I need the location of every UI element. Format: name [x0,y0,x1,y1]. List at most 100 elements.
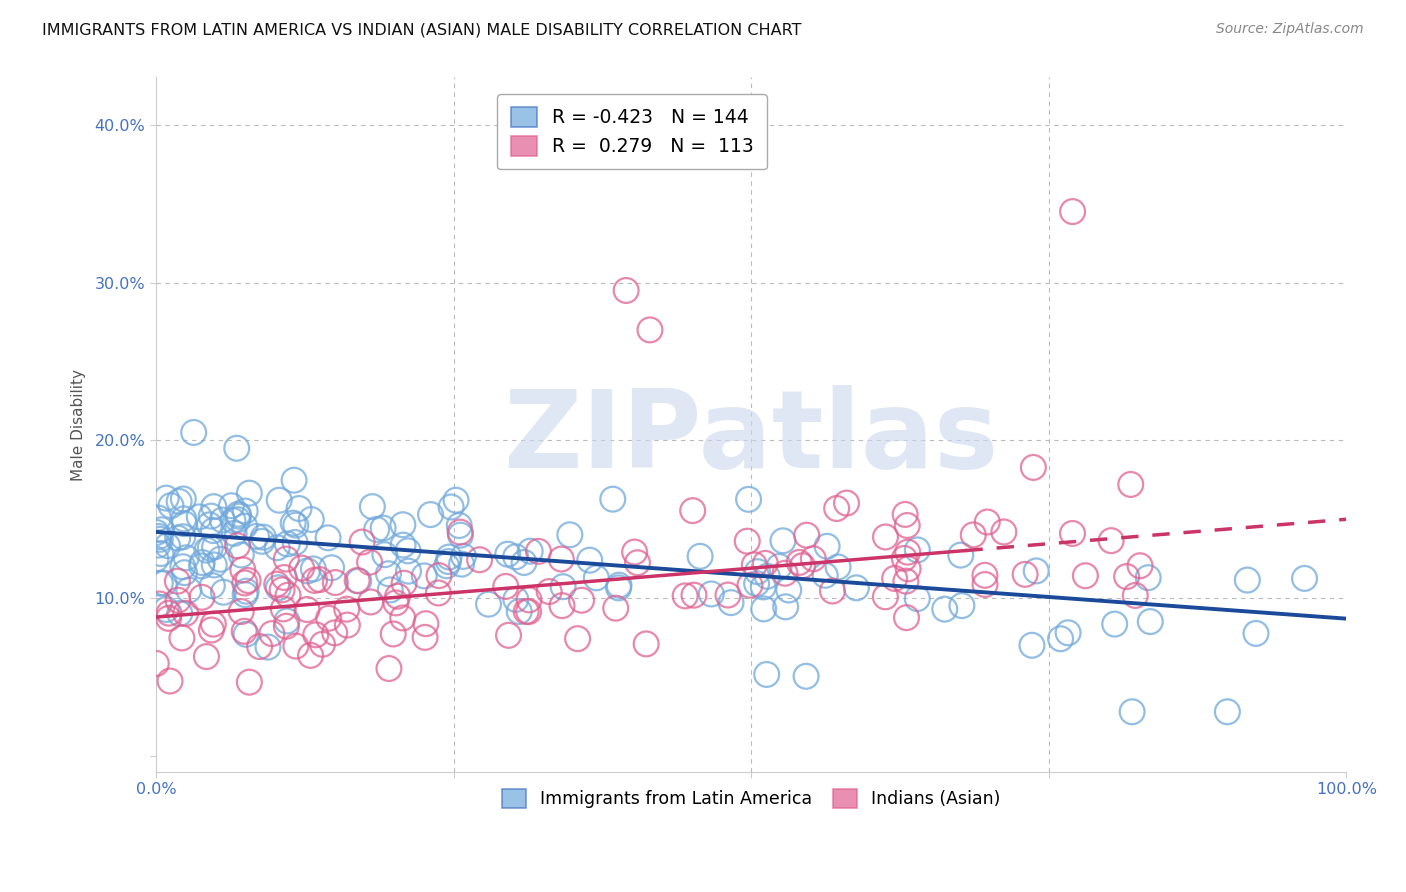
Point [174,550,197,565]
Point [1119,477,1142,491]
Point [845,581,868,595]
Point [450,528,472,542]
Point [752,602,775,616]
Point [276,619,298,633]
Point [299,648,322,663]
Point [371,521,394,535]
Point [551,599,574,613]
Point [787,556,810,570]
Point [155,491,177,505]
Point [700,587,723,601]
Point [585,571,607,585]
Point [224,526,246,541]
Point [398,564,420,578]
Point [347,574,370,588]
Point [905,542,928,557]
Point [302,562,325,576]
Point [553,580,575,594]
Point [495,579,517,593]
Point [271,582,294,597]
Point [149,576,172,591]
Point [269,493,291,508]
Point [1139,615,1161,629]
Point [738,578,761,592]
Point [1129,558,1152,573]
Point [440,500,463,514]
Point [638,323,661,337]
Point [689,549,711,564]
Point [380,582,402,597]
Point [148,511,170,525]
Point [538,584,561,599]
Point [366,523,388,537]
Point [305,628,328,642]
Point [513,556,536,570]
Point [825,501,848,516]
Point [146,538,169,552]
Point [266,577,288,591]
Text: Source: ZipAtlas.com: Source: ZipAtlas.com [1216,22,1364,37]
Point [792,558,814,573]
Point [277,588,299,602]
Point [273,602,295,616]
Point [419,508,441,522]
Point [233,624,256,639]
Point [752,580,775,594]
Point [297,564,319,578]
Point [894,574,917,589]
Point [200,623,222,637]
Point [1294,571,1316,585]
Point [1025,564,1047,578]
Point [427,586,450,600]
Point [1137,571,1160,585]
Point [336,602,359,616]
Point [195,649,218,664]
Point [720,596,742,610]
Point [156,539,179,553]
Point [238,486,260,500]
Point [775,599,797,614]
Point [308,573,330,587]
Point [1057,625,1080,640]
Point [1236,573,1258,587]
Point [437,549,460,564]
Point [157,606,180,620]
Point [378,661,401,675]
Point [449,518,471,533]
Point [321,561,343,575]
Point [717,588,740,602]
Point [284,535,307,549]
Point [291,561,314,575]
Point [226,539,249,553]
Point [636,637,658,651]
Point [311,637,333,651]
Text: IMMIGRANTS FROM LATIN AMERICA VS INDIAN (ASIAN) MALE DISABILITY CORRELATION CHAR: IMMIGRANTS FROM LATIN AMERICA VS INDIAN … [42,22,801,37]
Point [875,530,897,544]
Point [450,557,472,571]
Point [145,552,167,566]
Point [221,499,243,513]
Point [413,631,436,645]
Point [444,493,467,508]
Point [1121,705,1143,719]
Point [794,669,817,683]
Point [1022,460,1045,475]
Legend: Immigrants from Latin America, Indians (Asian): Immigrants from Latin America, Indians (… [495,782,1008,815]
Point [283,516,305,530]
Point [360,595,382,609]
Point [200,509,222,524]
Point [468,553,491,567]
Point [875,590,897,604]
Point [505,592,527,607]
Point [778,582,800,597]
Point [1062,204,1084,219]
Point [295,602,318,616]
Point [167,593,190,607]
Text: ZIPatlas: ZIPatlas [503,385,998,491]
Point [167,494,190,508]
Point [974,577,997,591]
Point [578,553,600,567]
Point [155,602,177,616]
Point [276,552,298,566]
Point [245,529,267,543]
